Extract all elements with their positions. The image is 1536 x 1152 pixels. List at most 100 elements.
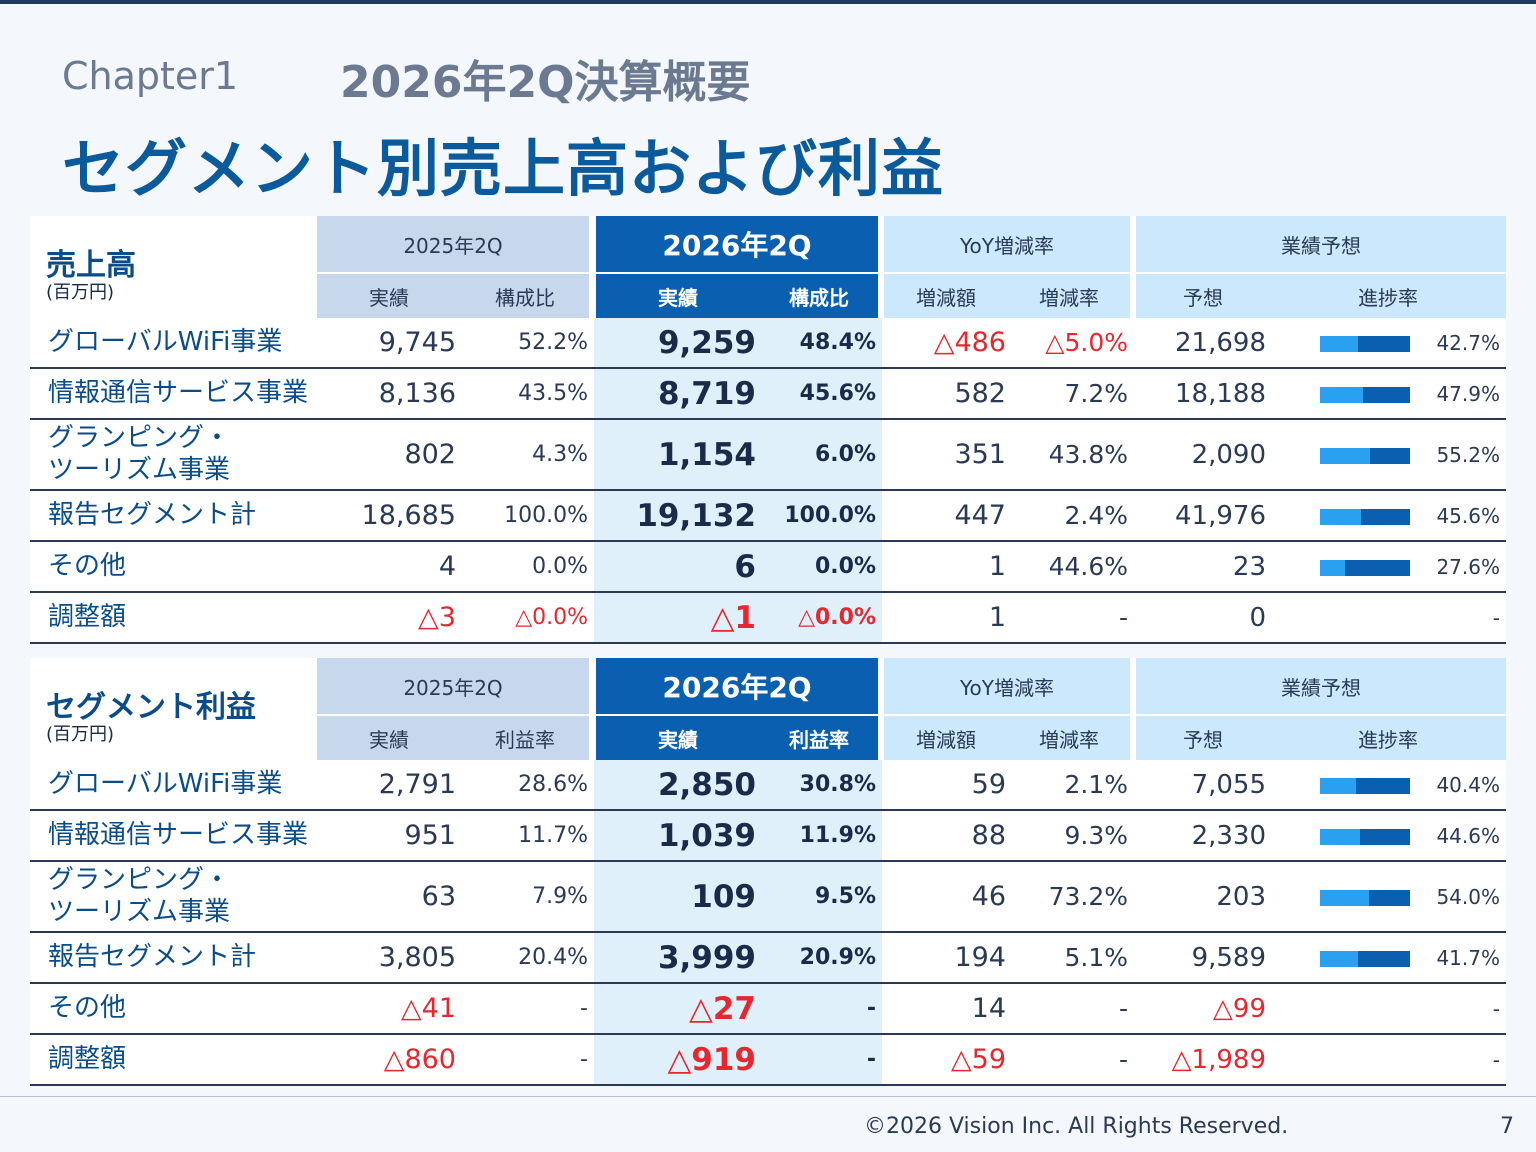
cell-ry: 44.6% xyxy=(1048,552,1128,581)
subheader-progress: 進捗率 xyxy=(1270,274,1506,318)
cell-r26: △0.0% xyxy=(798,605,876,630)
table-row: グローバルWiFi事業 9,745 52.2% 9,259 48.4% △486 △5.0%… xyxy=(30,318,1506,369)
page-subtitle: 2026年2Q決算概要 xyxy=(340,57,751,108)
cell-v26: 109 xyxy=(691,878,756,915)
progress-bar-fill xyxy=(1320,335,1359,352)
cell-vy: 351 xyxy=(954,439,1006,470)
cell-vy: △59 xyxy=(950,1044,1006,1075)
cell-pc: - xyxy=(1492,1047,1500,1072)
cell-pc: 41.7% xyxy=(1436,945,1500,970)
row-label: 報告セグメント計 xyxy=(48,499,257,530)
cell-vf: 21,698 xyxy=(1175,327,1266,358)
cell-v26: 19,132 xyxy=(636,497,756,534)
cell-v25: 63 xyxy=(421,881,456,912)
cell-r26: - xyxy=(866,996,876,1021)
cell-v25: △41 xyxy=(400,993,456,1024)
progress-bar xyxy=(1320,889,1410,906)
progress-bar xyxy=(1320,950,1410,967)
cell-v26: △27 xyxy=(689,990,756,1027)
cell-vf: △99 xyxy=(1212,993,1266,1024)
cell-pc: 55.2% xyxy=(1436,442,1500,467)
cell-vf: 0 xyxy=(1249,602,1266,633)
progress-bar xyxy=(1320,447,1410,464)
cell-pc: - xyxy=(1492,605,1500,630)
cell-r25: 28.6% xyxy=(518,772,588,797)
cell-vy: 1 xyxy=(988,551,1006,582)
section-title: 売上高 xyxy=(46,248,136,283)
cell-v25: 8,136 xyxy=(378,378,456,409)
cell-pc: - xyxy=(1492,996,1500,1021)
table-row: 調整額 △860 - △919 - △59 - △1,989 - xyxy=(30,1035,1506,1086)
copyright: ©2026 Vision Inc. All Rights Reserved. xyxy=(864,1114,1289,1139)
progress-bar-fill xyxy=(1320,559,1345,576)
cell-pc: 47.9% xyxy=(1436,381,1500,406)
row-label: 情報通信サービス事業 xyxy=(48,819,309,850)
subheader-actual-2025: 実績 xyxy=(317,274,461,318)
progress-bar-fill xyxy=(1320,889,1369,906)
cell-v26: 1,154 xyxy=(657,436,756,473)
subheader-margin-2025: 利益率 xyxy=(461,716,589,760)
section-unit: (百万円) xyxy=(46,724,115,745)
cell-vf: 23 xyxy=(1232,551,1266,582)
progress-bar xyxy=(1320,777,1410,794)
cell-ry: 7.2% xyxy=(1064,379,1128,408)
top-accent-bar xyxy=(0,0,1536,4)
progress-bar-fill xyxy=(1320,386,1364,403)
cell-v25: △860 xyxy=(383,1044,456,1075)
cell-pc: 44.6% xyxy=(1436,823,1500,848)
cell-r25: 100.0% xyxy=(504,503,588,528)
cell-ry: 5.1% xyxy=(1064,943,1128,972)
table-row: その他 4 0.0% 6 0.0% 1 44.6% 23 27.6% xyxy=(30,542,1506,593)
cell-ry: - xyxy=(1118,994,1128,1023)
cell-v25: 9,745 xyxy=(378,327,456,358)
header-2025q2: 2025年2Q xyxy=(317,216,589,272)
cell-vf: 18,188 xyxy=(1175,378,1266,409)
header-yoy: YoY増減率 xyxy=(884,658,1130,714)
cell-r26: 45.6% xyxy=(799,381,876,406)
table-row: 報告セグメント計 3,805 20.4% 3,999 20.9% 194 5.1% 9,589… xyxy=(30,933,1506,984)
cell-v25: △3 xyxy=(418,602,456,633)
table-row: 情報通信サービス事業 8,136 43.5% 8,719 45.6% 582 7.2% 18,… xyxy=(30,369,1506,420)
progress-bar-fill xyxy=(1320,508,1362,525)
cell-vf: 2,090 xyxy=(1191,439,1266,470)
subheader-margin-2026: 利益率 xyxy=(760,716,878,760)
cell-r26: 30.8% xyxy=(799,772,876,797)
page-number: 7 xyxy=(1500,1114,1514,1139)
subheader-change-rate: 増減率 xyxy=(1008,716,1130,760)
progress-bar xyxy=(1320,508,1410,525)
subheader-forecast: 予想 xyxy=(1136,274,1270,318)
cell-r25: △0.0% xyxy=(515,605,588,630)
cell-vy: 194 xyxy=(954,942,1006,973)
cell-v26: 6 xyxy=(734,548,756,585)
progress-bar xyxy=(1320,335,1410,352)
chapter-label: Chapter1 xyxy=(62,54,239,98)
subheader-change-amount: 増減額 xyxy=(884,716,1008,760)
row-label: 情報通信サービス事業 xyxy=(48,377,309,408)
table-row: 情報通信サービス事業 951 11.7% 1,039 11.9% 88 9.3% 2,330 4… xyxy=(30,811,1506,862)
cell-v25: 3,805 xyxy=(378,942,456,973)
cell-v25: 2,791 xyxy=(378,769,456,800)
cell-pc: 27.6% xyxy=(1436,554,1500,579)
cell-r26: 100.0% xyxy=(784,503,876,528)
cell-v26: 2,850 xyxy=(657,766,756,803)
table-row: グローバルWiFi事業 2,791 28.6% 2,850 30.8% 59 2.1% 7,0… xyxy=(30,760,1506,811)
table-row: その他 △41 - △27 - 14 - △99 - xyxy=(30,984,1506,1035)
header-2026q2: 2026年2Q xyxy=(596,216,878,272)
cell-ry: 2.1% xyxy=(1064,770,1128,799)
cell-r26: 48.4% xyxy=(799,330,876,355)
cell-vy: 59 xyxy=(971,769,1006,800)
header-forecast: 業績予想 xyxy=(1136,658,1506,714)
subheader-change-rate: 増減率 xyxy=(1008,274,1130,318)
cell-vy: 88 xyxy=(971,820,1006,851)
cell-v26: 1,039 xyxy=(657,817,756,854)
cell-vf: 41,976 xyxy=(1175,500,1266,531)
row-label: その他 xyxy=(48,992,127,1023)
cell-vf: 9,589 xyxy=(1191,942,1266,973)
cell-pc: 42.7% xyxy=(1436,330,1500,355)
row-label: その他 xyxy=(48,550,127,581)
cell-v25: 951 xyxy=(404,820,456,851)
header-yoy: YoY増減率 xyxy=(884,216,1130,272)
subheader-actual-2025: 実績 xyxy=(317,716,461,760)
cell-pc: 40.4% xyxy=(1436,772,1500,797)
table-row: グランピング・ ツーリズム事業 63 7.9% 109 9.5% 46 73.2% 203 54… xyxy=(30,862,1506,933)
